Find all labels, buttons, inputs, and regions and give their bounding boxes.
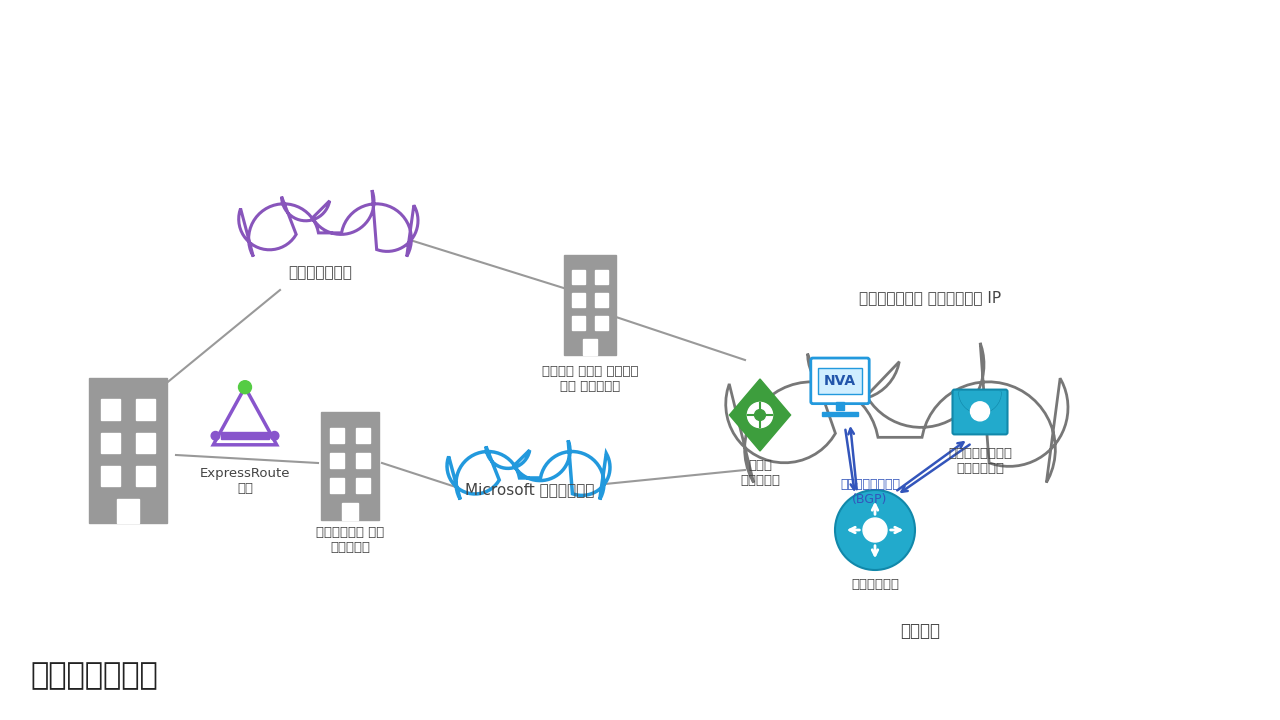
Circle shape [863,518,887,542]
Text: インターネット ルーティング IP: インターネット ルーティング IP [859,290,1001,305]
FancyBboxPatch shape [330,478,344,493]
Text: ゲートウェイ: ゲートウェイ [851,578,899,591]
FancyBboxPatch shape [330,428,344,444]
FancyBboxPatch shape [595,316,608,330]
FancyBboxPatch shape [356,428,370,444]
FancyBboxPatch shape [595,270,608,284]
FancyBboxPatch shape [101,400,120,420]
FancyBboxPatch shape [90,377,166,523]
FancyBboxPatch shape [116,499,140,523]
Text: ExpressRoute
回線: ExpressRoute 回線 [200,467,291,495]
Text: トラフィック制御
(BGP): トラフィック制御 (BGP) [840,478,900,506]
Circle shape [970,402,989,420]
Circle shape [211,431,220,440]
FancyBboxPatch shape [136,433,155,453]
FancyBboxPatch shape [342,503,358,520]
FancyBboxPatch shape [818,369,861,394]
Circle shape [835,490,915,570]
FancyBboxPatch shape [564,255,616,355]
Polygon shape [726,343,1068,482]
FancyBboxPatch shape [321,412,379,520]
FancyBboxPatch shape [572,293,585,307]
Text: シリコン バレー ポイント
オブ プレゼンス: シリコン バレー ポイント オブ プレゼンス [541,365,639,393]
Text: NVA: NVA [824,374,856,388]
FancyBboxPatch shape [572,270,585,284]
FancyBboxPatch shape [595,293,608,307]
Polygon shape [730,379,791,451]
Circle shape [755,410,765,420]
Text: インターネット: インターネット [288,265,352,280]
FancyBboxPatch shape [823,412,858,416]
FancyBboxPatch shape [101,433,120,453]
FancyBboxPatch shape [836,402,845,410]
FancyBboxPatch shape [356,453,370,468]
Circle shape [270,431,279,440]
Text: 仮想ネットワーク
ゲートウェイ: 仮想ネットワーク ゲートウェイ [948,447,1012,475]
Polygon shape [238,190,419,256]
Text: Microsoft バックボーン: Microsoft バックボーン [466,482,595,498]
FancyBboxPatch shape [220,432,270,439]
FancyBboxPatch shape [952,390,1007,434]
FancyBboxPatch shape [136,466,155,486]
Text: カスタマー領域: カスタマー領域 [29,661,157,690]
FancyBboxPatch shape [101,466,120,486]
FancyBboxPatch shape [582,339,598,355]
FancyBboxPatch shape [572,316,585,330]
Text: 米国西部: 米国西部 [900,622,940,640]
FancyBboxPatch shape [330,453,344,468]
FancyBboxPatch shape [136,400,155,420]
FancyBboxPatch shape [356,478,370,493]
Text: ロード
バランサー: ロード バランサー [740,459,780,487]
Text: 東京ポイント オブ
プレゼンス: 東京ポイント オブ プレゼンス [316,526,384,554]
Polygon shape [447,441,611,500]
Circle shape [748,402,773,428]
Circle shape [238,381,251,394]
FancyBboxPatch shape [810,358,869,404]
